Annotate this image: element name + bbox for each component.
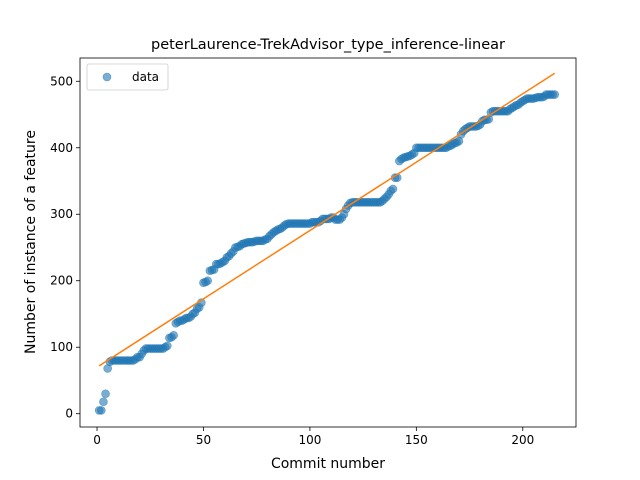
legend-box [86, 63, 169, 91]
y-axis-label: Number of instance of a feature [23, 130, 39, 354]
x-tick-label: 50 [196, 433, 211, 447]
data-point [96, 406, 106, 415]
data-point [388, 184, 398, 194]
fit-line [98, 72, 556, 367]
legend-label: data [132, 70, 159, 84]
y-tick-label: 500 [50, 74, 73, 88]
x-tick-label: 150 [405, 433, 428, 447]
x-axis-label: Commit number [271, 456, 385, 472]
chart-title: peterLaurence-TrekAdvisor_type_inference… [151, 37, 505, 53]
axes-frame [79, 57, 577, 428]
data-point [550, 90, 560, 99]
data-point [203, 276, 213, 286]
y-tick-label: 400 [50, 141, 73, 155]
data-point [99, 397, 108, 407]
plot-area: 0 50 100 150 200 0 100 200 300 400 500 data [50, 57, 577, 447]
x-tick-label: 200 [511, 433, 534, 447]
data-point [162, 341, 172, 351]
x-tick-label: 0 [93, 433, 101, 447]
y-tick-label: 0 [65, 407, 73, 421]
y-tick-label: 200 [50, 274, 73, 288]
x-tick-label: 100 [298, 433, 321, 447]
data-point [169, 330, 178, 340]
y-tick-label: 100 [50, 340, 73, 354]
legend-marker [102, 72, 112, 82]
data-point [101, 389, 110, 399]
y-tick-label: 300 [50, 207, 73, 221]
